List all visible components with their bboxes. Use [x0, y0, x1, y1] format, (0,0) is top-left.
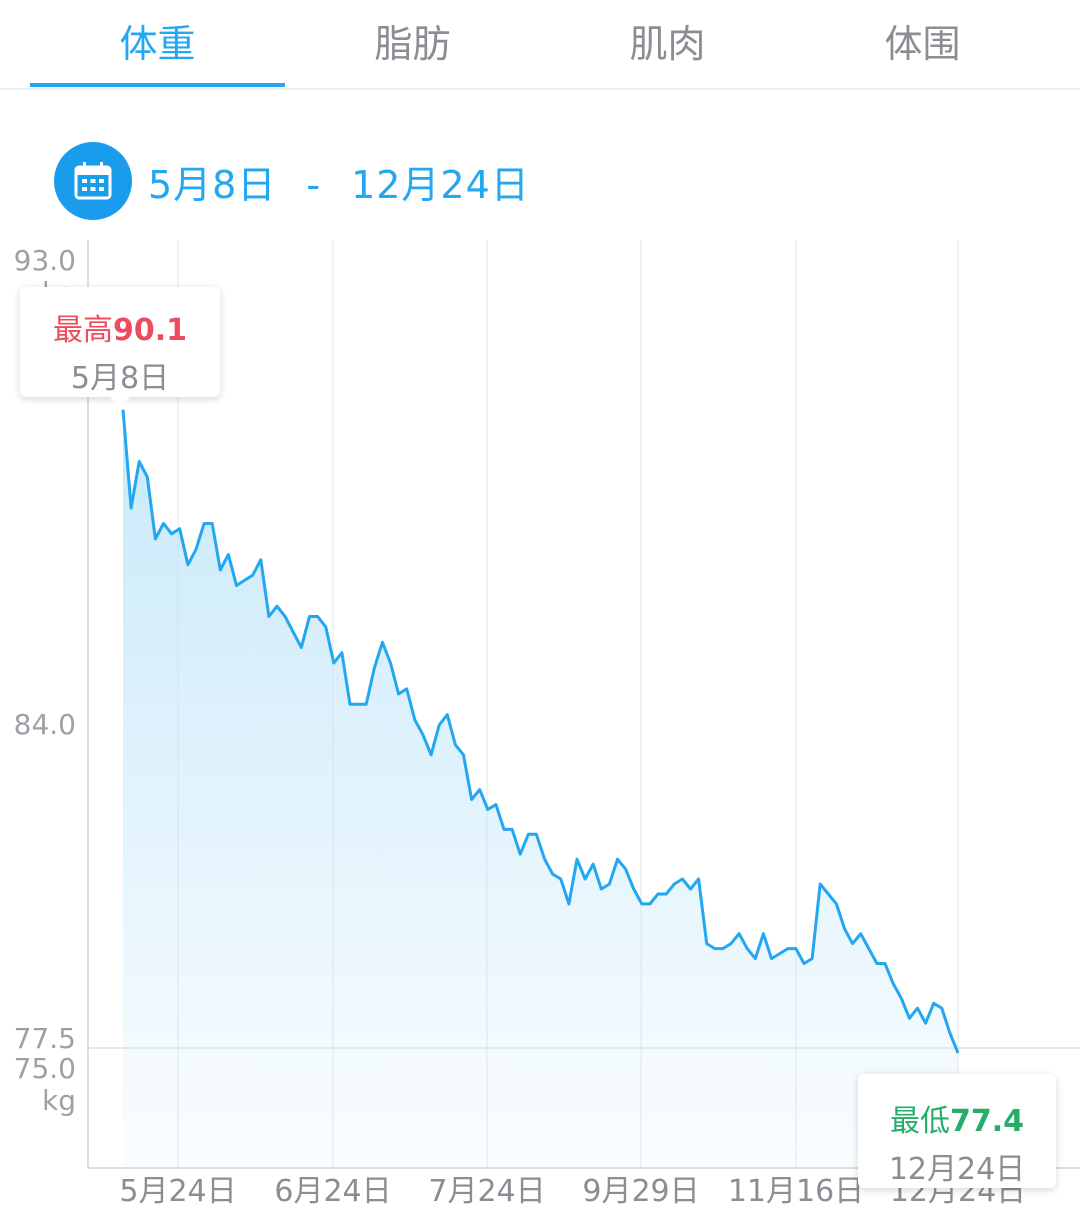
y-tick-label: 77.5 [14, 1022, 76, 1055]
tab-weight[interactable]: 体重 [119, 22, 196, 66]
tab-girth[interactable]: 体围 [884, 22, 961, 66]
y-tick-label: 75.0 [14, 1052, 76, 1085]
min-date: 12月24日 [888, 1152, 1026, 1187]
tooltip-pointer [110, 397, 130, 407]
x-tick-label: 5月24日 [119, 1174, 236, 1209]
tab-muscle[interactable]: 肌肉 [629, 22, 706, 66]
weight-series-line [121, 409, 960, 1054]
x-tick-label: 7月24日 [428, 1174, 545, 1209]
calendar-icon [74, 162, 112, 200]
x-tick-label: 11月16日 [728, 1174, 864, 1209]
min-value: 77.4 [949, 1104, 1025, 1139]
active-tab-indicator [30, 83, 285, 87]
min-label: 最低 [889, 1104, 950, 1139]
date-range-text[interactable]: 5月8日 -12月24日 [148, 154, 530, 209]
calendar-button[interactable] [54, 142, 132, 220]
min-tooltip: 最低77.4 12月24日 [858, 1074, 1056, 1188]
tab-fat[interactable]: 脂肪 [374, 22, 451, 66]
x-tick-label: 9月29日 [582, 1174, 699, 1209]
max-label: 最高 [52, 313, 113, 348]
date-range-separator: - [306, 162, 322, 207]
max-tooltip: 最高90.1 5月8日 [20, 287, 220, 407]
x-tick-label: 6月24日 [274, 1174, 391, 1209]
y-tick-label: 93.0 [14, 244, 76, 277]
date-range-end: 12月24日 [351, 162, 530, 207]
y-tick-label: 84.0 [14, 708, 76, 741]
tab-bar: 体重 脂肪 肌肉 体围 [0, 0, 1080, 90]
max-value: 90.1 [112, 313, 188, 348]
y-unit-label: kg [42, 1084, 76, 1117]
date-range-start: 5月8日 [148, 162, 277, 207]
date-range: 5月8日 -12月24日 [54, 142, 530, 220]
weight-area-fill [123, 409, 958, 1168]
max-date: 5月8日 [70, 361, 170, 396]
